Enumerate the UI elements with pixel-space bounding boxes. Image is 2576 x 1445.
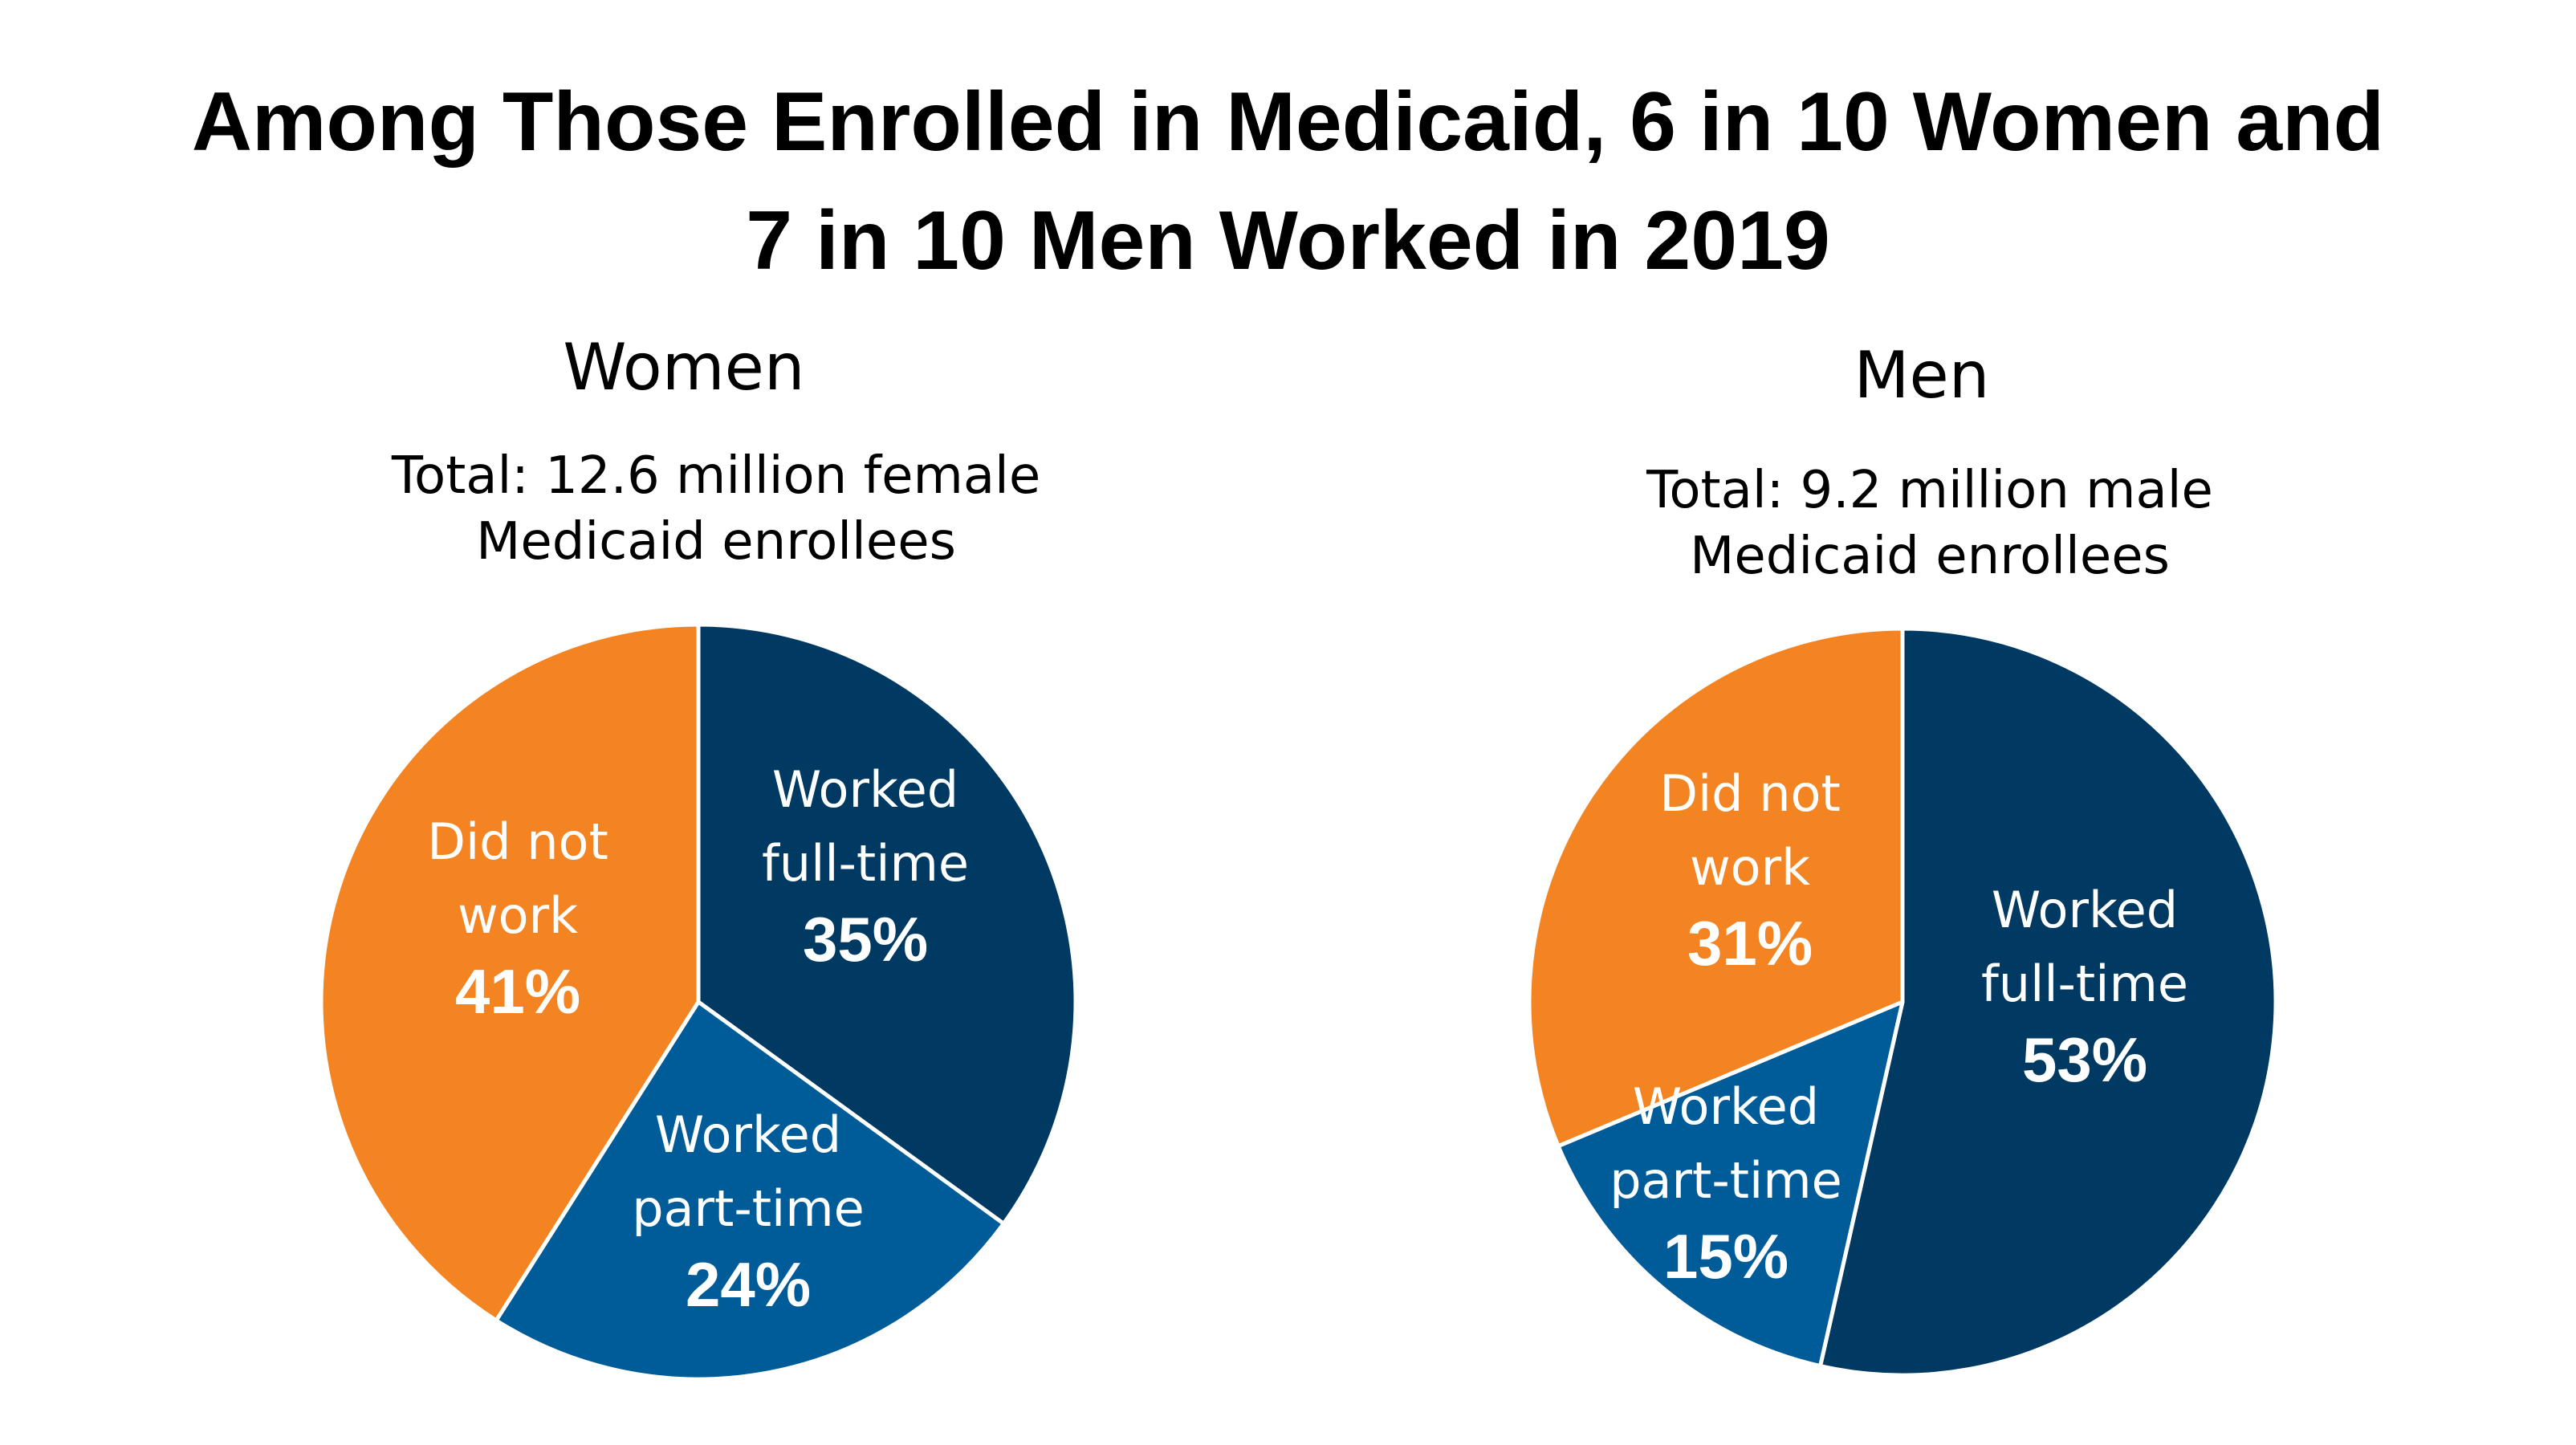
- women-pie-subtitle-line-1: Total: 12.6 million female: [391, 446, 1040, 506]
- men-slice-value-did-not-work: 31%: [1687, 908, 1813, 979]
- chart-title-line-2: 7 in 10 Men Worked in 2019: [746, 194, 1830, 287]
- men-slice-value-full-time: 53%: [2022, 1024, 2147, 1095]
- women-slice-label-did-not-work-line-2: work: [458, 886, 578, 945]
- women-slice-value-did-not-work: 41%: [455, 956, 580, 1027]
- women-pie-subtitle-line-2: Medicaid enrollees: [476, 512, 956, 572]
- men-slice-did-not-work: [1527, 626, 1905, 1149]
- women-slice-label-part-time-line-1: Worked: [655, 1105, 841, 1164]
- men-pie-group: Men Total: 9.2 million male Medicaid enr…: [1527, 338, 2278, 1378]
- men-slice-label-did-not-work-line-2: work: [1690, 838, 1810, 897]
- chart-title: Among Those Enrolled in Medicaid, 6 in 1…: [0, 63, 2576, 300]
- men-slice-value-part-time: 15%: [1663, 1221, 1789, 1292]
- men-slice-full-time: [1818, 626, 2278, 1378]
- women-slice-label-part-time-line-2: part-time: [632, 1179, 865, 1238]
- women-slice-full-time: [696, 622, 1078, 1226]
- women-slice-value-part-time: 24%: [686, 1249, 811, 1320]
- men-pie-subtitle-line-2: Medicaid enrollees: [1690, 527, 2170, 586]
- women-pie-labels: Worked full-time 35% Worked part-time 24% Did …: [427, 760, 969, 1320]
- men-pie-title: Men: [1854, 338, 1990, 413]
- men-pie-labels: Worked full-time 53% Worked part-time 15% Did …: [1609, 764, 2188, 1292]
- women-slice-label-full-time-line-2: full-time: [762, 834, 969, 893]
- women-pie-title: Women: [563, 330, 804, 405]
- women-slice-part-time: [494, 999, 1006, 1382]
- women-pie-group: Women Total: 12.6 million female Medicai…: [319, 330, 1078, 1382]
- men-pie-slices: [1527, 626, 2278, 1378]
- men-slice-label-full-time-line-1: Worked: [1992, 881, 2178, 939]
- women-slice-value-full-time: 35%: [803, 904, 928, 975]
- women-slice-label-did-not-work-line-1: Did not: [427, 812, 608, 871]
- men-slice-label-full-time-line-2: full-time: [1981, 955, 2188, 1013]
- men-slice-part-time: [1556, 999, 1905, 1369]
- men-slice-label-did-not-work-line-1: Did not: [1659, 764, 1841, 823]
- men-slice-label-part-time-line-1: Worked: [1633, 1077, 1819, 1136]
- men-slice-label-part-time-line-2: part-time: [1609, 1151, 1842, 1210]
- women-slice-label-full-time-line-1: Worked: [772, 760, 958, 819]
- men-pie-subtitle-line-1: Total: 9.2 million male: [1646, 461, 2213, 520]
- women-slice-did-not-work: [319, 622, 701, 1323]
- women-pie-slices: [319, 622, 1078, 1382]
- chart-title-line-1: Among Those Enrolled in Medicaid, 6 in 1…: [191, 75, 2385, 169]
